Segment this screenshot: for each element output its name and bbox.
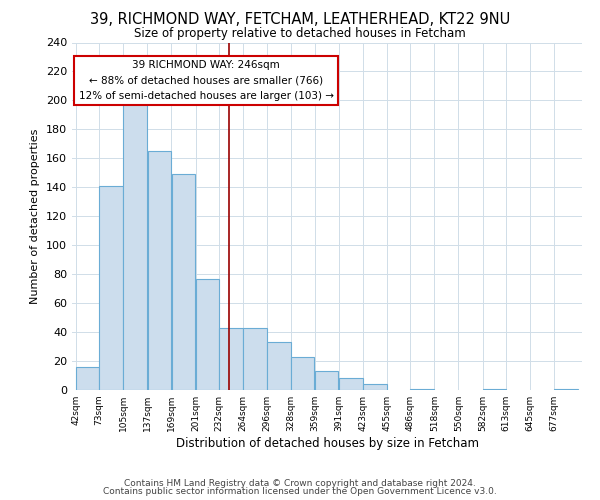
Bar xyxy=(292,356,314,390)
Bar xyxy=(339,378,362,390)
Bar xyxy=(124,100,147,390)
Text: 39 RICHMOND WAY: 246sqm
← 88% of detached houses are smaller (766)
12% of semi-d: 39 RICHMOND WAY: 246sqm ← 88% of detache… xyxy=(79,60,334,101)
Bar xyxy=(315,371,338,390)
Bar xyxy=(267,342,291,390)
Bar xyxy=(196,278,219,390)
Bar xyxy=(172,174,196,390)
Text: Size of property relative to detached houses in Fetcham: Size of property relative to detached ho… xyxy=(134,28,466,40)
Bar xyxy=(243,328,267,390)
X-axis label: Distribution of detached houses by size in Fetcham: Distribution of detached houses by size … xyxy=(176,437,479,450)
Y-axis label: Number of detached properties: Number of detached properties xyxy=(31,128,40,304)
Text: Contains public sector information licensed under the Open Government Licence v3: Contains public sector information licen… xyxy=(103,487,497,496)
Bar xyxy=(554,388,578,390)
Bar xyxy=(100,186,123,390)
Text: Contains HM Land Registry data © Crown copyright and database right 2024.: Contains HM Land Registry data © Crown c… xyxy=(124,478,476,488)
Bar xyxy=(410,388,434,390)
Bar xyxy=(76,367,99,390)
Bar xyxy=(148,151,171,390)
Text: 39, RICHMOND WAY, FETCHAM, LEATHERHEAD, KT22 9NU: 39, RICHMOND WAY, FETCHAM, LEATHERHEAD, … xyxy=(90,12,510,28)
Bar xyxy=(219,328,243,390)
Bar xyxy=(483,388,506,390)
Bar xyxy=(363,384,387,390)
